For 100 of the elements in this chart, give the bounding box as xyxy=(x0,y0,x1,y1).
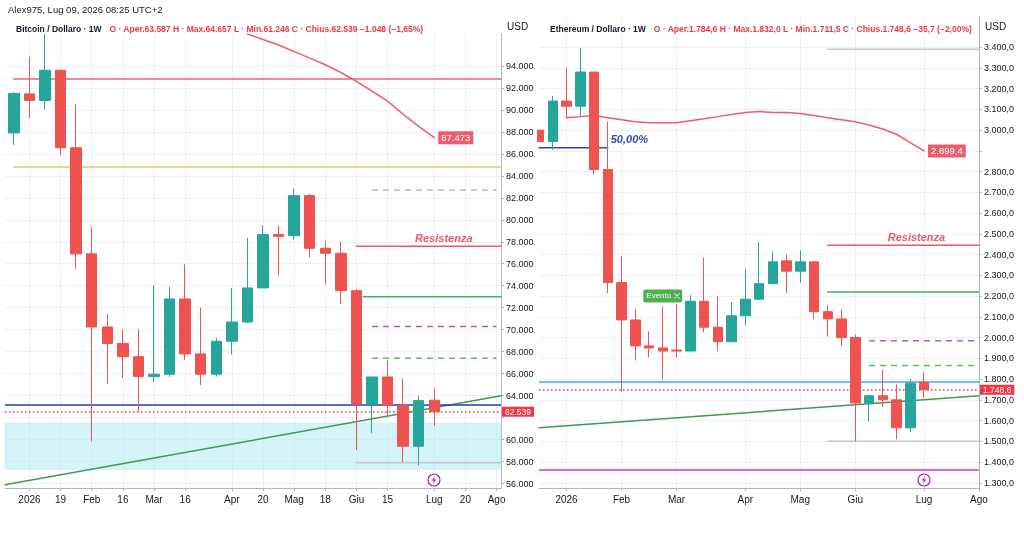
candlestick xyxy=(102,313,113,385)
x-tick-label: 16 xyxy=(179,493,192,505)
y-tick-label: 2.400,0 xyxy=(984,249,1015,260)
y-tick-label: 1.300,0 xyxy=(984,477,1015,488)
y-tick-label: 94.000 xyxy=(506,60,534,71)
candlestick xyxy=(164,286,175,378)
x-tick-label: 16 xyxy=(117,493,129,505)
candlestick xyxy=(589,71,599,176)
candlestick xyxy=(781,254,792,294)
candlestick xyxy=(919,371,929,398)
y-tick-label: 1.800,0 xyxy=(984,374,1015,385)
candlestick xyxy=(8,91,20,146)
y-tick-label: 86.000 xyxy=(506,148,534,159)
y-tick-label: 56.000 xyxy=(506,478,534,489)
x-tick-label: Mar xyxy=(145,493,164,505)
y-tick-label: 76.000 xyxy=(506,258,534,269)
y-tick-label: 1.500,0 xyxy=(984,436,1015,447)
candlestick xyxy=(630,308,641,361)
line-series xyxy=(246,33,436,139)
y-tick-label: 3.400,0 xyxy=(984,42,1015,53)
candlestick xyxy=(304,193,315,258)
y-tick-label: 78.000 xyxy=(506,236,534,247)
x-tick-label: 20 xyxy=(257,493,270,505)
y-tick-label: 74.000 xyxy=(506,280,534,291)
x-tick-label: Giu xyxy=(847,493,864,505)
y-tick-label: 1.900,0 xyxy=(984,353,1015,364)
x-tick-label: Feb xyxy=(83,493,101,505)
candlestick xyxy=(699,257,709,333)
candlestick xyxy=(429,387,440,427)
candlestick xyxy=(823,304,833,338)
y-tick-label: 3.300,0 xyxy=(984,62,1015,73)
x-tick-label: 15 xyxy=(382,493,394,505)
y-tick-label: 2.100,0 xyxy=(984,311,1015,322)
ref-line-label: 62.539 xyxy=(505,406,532,417)
y-tick-label: 3.000,0 xyxy=(984,125,1015,136)
candlestick xyxy=(70,103,82,270)
y-tick-label: 2.500,0 xyxy=(984,228,1015,239)
y-tick-label: 68.000 xyxy=(506,346,534,357)
x-tick-label: Mar xyxy=(667,493,686,505)
y-tick-label: 80.000 xyxy=(506,214,534,225)
x-tick-label: 20 xyxy=(459,493,472,505)
candlestick xyxy=(257,224,269,289)
candlestick xyxy=(850,333,861,442)
y-tick-label: 3.100,0 xyxy=(984,104,1015,115)
candlestick xyxy=(671,303,682,358)
annotation: 50,00% xyxy=(610,133,649,146)
x-tick-label: 18 xyxy=(319,493,332,505)
chart-subtitle: O · Aper.63.587 H · Max.64.657 L · Min.61.246 C · Chius.62.539 −1.048 (−1,65%) xyxy=(109,23,424,34)
candlestick xyxy=(836,309,847,347)
x-tick-label: Apr xyxy=(737,493,754,505)
y-tick-label: 70.000 xyxy=(506,324,534,335)
candlestick xyxy=(603,121,613,294)
y-tick-label: 88.000 xyxy=(506,126,534,137)
data-label: 87.473 xyxy=(441,132,471,144)
y-axis-title: USD xyxy=(507,20,529,32)
candlestick xyxy=(616,256,627,393)
candlestick xyxy=(878,369,888,408)
y-tick-label: 60.000 xyxy=(506,434,534,445)
candlestick xyxy=(133,328,144,413)
candlestick xyxy=(24,56,35,119)
x-tick-label: Apr xyxy=(224,493,241,505)
candlestick xyxy=(366,376,378,434)
candlestick xyxy=(905,378,916,433)
candlestick xyxy=(740,268,751,326)
line-series xyxy=(565,110,925,152)
candlestick xyxy=(575,47,586,118)
x-tick-label: 2026 xyxy=(555,493,579,505)
candlestick xyxy=(413,395,424,466)
y-tick-label: 2.600,0 xyxy=(984,208,1015,219)
candlestick xyxy=(644,330,654,358)
y-tick-label: 72.000 xyxy=(506,302,534,313)
candlestick xyxy=(658,305,668,380)
y-tick-label: 90.000 xyxy=(506,104,534,115)
y-tick-label: 2.700,0 xyxy=(984,187,1015,198)
x-tick-label: Ago xyxy=(970,493,989,505)
candlestick xyxy=(561,67,572,119)
candlestick xyxy=(768,250,778,285)
y-tick-label: 1.600,0 xyxy=(984,415,1015,426)
candlestick xyxy=(397,378,409,463)
y-axis-title: USD xyxy=(985,20,1007,32)
x-tick-label: 2026 xyxy=(18,493,42,505)
y-tick-label: 1.400,0 xyxy=(984,457,1015,468)
x-tick-label: Ago xyxy=(487,493,506,505)
candlestick xyxy=(55,69,66,156)
x-tick-label: 19 xyxy=(55,493,67,505)
candlestick xyxy=(226,287,238,355)
y-tick-label: 1.700,0 xyxy=(984,394,1015,405)
candlestick xyxy=(179,263,191,361)
candlestick xyxy=(195,307,206,386)
y-tick-label: 3.200,0 xyxy=(984,83,1015,94)
candlestick xyxy=(382,359,393,416)
candlestick xyxy=(726,301,737,343)
candlestick xyxy=(891,383,902,440)
candlestick xyxy=(754,241,764,301)
candlestick xyxy=(864,394,874,423)
candlestick xyxy=(320,240,331,285)
annotation: Resistenza xyxy=(887,230,946,243)
y-tick-label: 2.800,0 xyxy=(984,166,1015,177)
candlestick xyxy=(39,33,51,110)
y-tick-label: 2.200,0 xyxy=(984,291,1015,302)
